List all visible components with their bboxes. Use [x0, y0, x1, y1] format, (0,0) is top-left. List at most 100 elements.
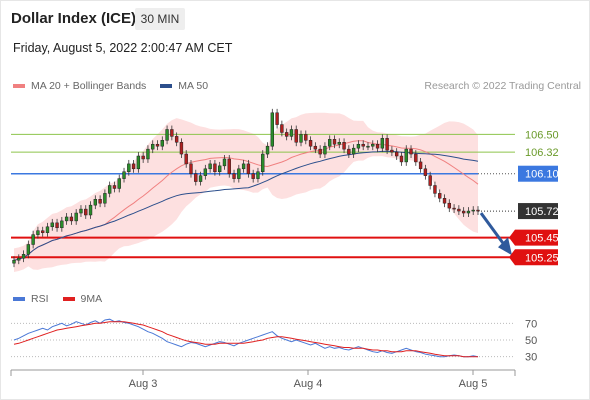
candle-body [136, 155, 141, 170]
candle [380, 134, 385, 153]
legend-rsi: RSI 9MA [13, 293, 102, 305]
candle-body [390, 149, 394, 153]
candle [50, 218, 54, 231]
bollinger-band-area [14, 112, 478, 272]
candle [423, 164, 428, 180]
candle [131, 159, 136, 173]
candle [79, 205, 83, 217]
candle-body [366, 145, 370, 148]
candle-body [347, 148, 351, 155]
candle-body [218, 165, 222, 172]
candle-body [394, 151, 399, 157]
candle-body [261, 153, 265, 172]
candle [112, 181, 117, 193]
candle [390, 146, 394, 157]
candle-body [21, 254, 26, 259]
candle-body [299, 134, 303, 143]
candle-body [151, 143, 155, 150]
candle-body [337, 142, 341, 145]
candle [251, 169, 255, 183]
candle [55, 218, 59, 232]
instrument-title: Dollar Index (ICE) [11, 10, 137, 27]
candle-body [404, 148, 408, 163]
candle-body [399, 155, 404, 163]
candle [74, 209, 78, 225]
candle-body [476, 209, 480, 212]
x-tick-label: Aug 4 [294, 378, 323, 390]
pivot-box [518, 165, 558, 182]
interval-button[interactable]: 30 MIN [135, 8, 185, 30]
candle [194, 169, 198, 186]
candle-body [452, 207, 456, 210]
candle-body [361, 143, 365, 147]
candle [275, 108, 279, 129]
candle [93, 195, 98, 210]
price-levels [11, 133, 515, 259]
candle-body [447, 202, 451, 209]
candle [442, 194, 447, 208]
candle-body [131, 163, 136, 170]
candle-body [457, 208, 461, 212]
candle-body [433, 185, 437, 194]
candle-body [313, 145, 318, 150]
moving-averages [13, 140, 479, 261]
candle-body [179, 142, 184, 155]
candle-body [112, 185, 117, 189]
candle-body [45, 226, 50, 233]
candle-body [308, 140, 313, 147]
candle [127, 159, 131, 176]
candle [136, 152, 141, 173]
candle-body [418, 161, 423, 170]
candle [84, 205, 88, 219]
candle [208, 159, 212, 173]
projection-arrowhead [498, 237, 512, 256]
candle-body [55, 222, 59, 229]
candle-body [328, 139, 332, 147]
candle [141, 152, 145, 163]
candle [165, 125, 169, 145]
candle-body [371, 143, 375, 147]
candle [213, 159, 217, 176]
candle [122, 167, 126, 183]
legend-rsi-ma-label: 9MA [80, 293, 103, 305]
candle [457, 205, 461, 215]
candle-body [160, 140, 164, 147]
candle-body [31, 234, 35, 245]
pivot-label: 106.10 [525, 169, 559, 181]
candle [26, 240, 31, 259]
candle [146, 145, 150, 163]
candle-body [98, 199, 102, 204]
candle-body [60, 220, 64, 229]
candle [246, 159, 251, 178]
candle-body [107, 185, 112, 194]
candle [394, 148, 399, 160]
candle-body [251, 173, 255, 179]
rsi-tick-label: 30 [525, 352, 537, 364]
candle [328, 135, 332, 151]
candle [304, 130, 308, 145]
candle [170, 125, 174, 141]
candle [261, 150, 265, 176]
candle-body [194, 173, 198, 182]
candle-body [241, 163, 246, 170]
candle-body [213, 163, 217, 172]
resistance-label: 106.32 [525, 147, 559, 159]
candle-body [69, 216, 74, 222]
candle [347, 145, 351, 158]
candle-body [122, 171, 126, 179]
candle [371, 140, 375, 151]
candle-body [409, 148, 413, 155]
candle [232, 169, 236, 183]
candle-body [208, 163, 212, 170]
rsi-swatch [13, 297, 25, 301]
resistance-label: 106.50 [525, 129, 559, 141]
ma20-swatch [13, 84, 25, 88]
candle-body [351, 147, 356, 155]
candle [179, 138, 184, 158]
candle [447, 199, 451, 213]
candle [184, 150, 188, 168]
support-box [509, 229, 558, 246]
legend-ma20-label: MA 20 + Bollinger Bands [31, 80, 147, 92]
candle-body [189, 163, 193, 174]
candle-body [84, 208, 88, 216]
